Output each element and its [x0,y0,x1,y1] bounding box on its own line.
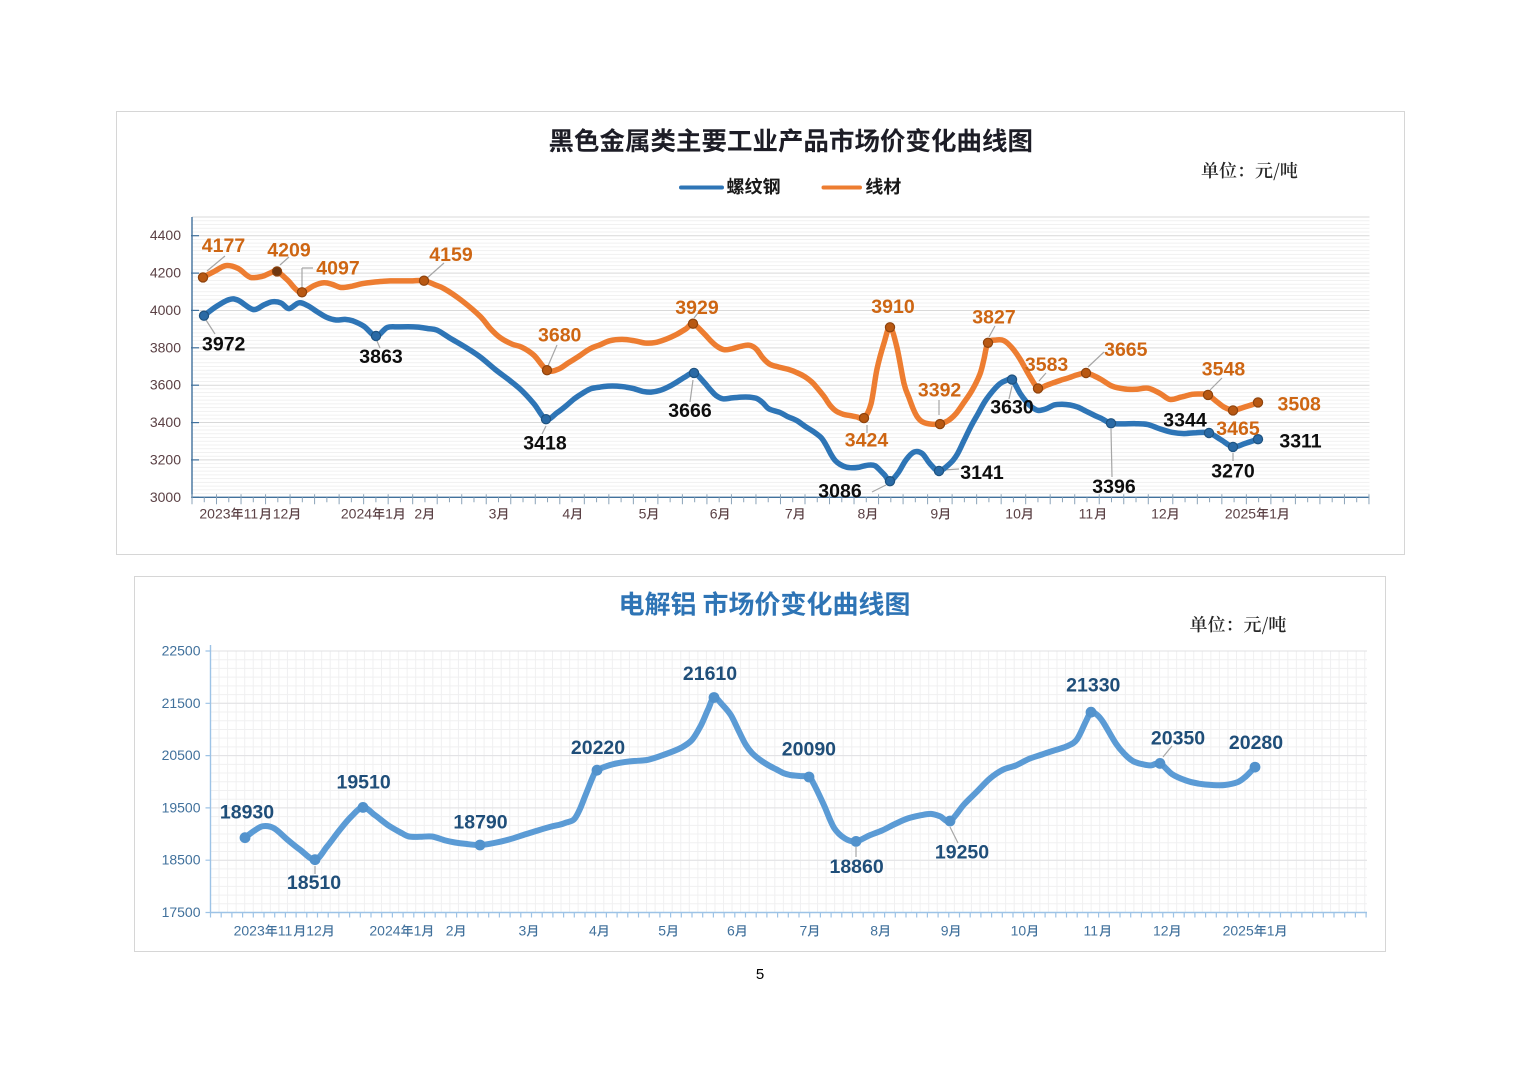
svg-text:3418: 3418 [523,433,567,455]
svg-text:18930: 18930 [220,802,274,824]
svg-text:18500: 18500 [162,852,201,868]
svg-text:3141: 3141 [960,462,1004,484]
svg-text:3465: 3465 [1216,418,1260,440]
svg-text:4: 4 [562,506,570,522]
svg-text:8: 8 [870,923,878,939]
svg-text:3086: 3086 [818,481,862,503]
svg-text:22500: 22500 [162,643,201,659]
svg-text:11: 11 [278,923,293,939]
svg-text:3508: 3508 [1278,394,1322,416]
svg-text:12: 12 [1153,923,1169,939]
svg-text:2023: 2023 [199,506,230,522]
svg-text:4400: 4400 [150,227,181,243]
svg-text:3270: 3270 [1211,461,1255,483]
svg-text:7: 7 [785,506,793,522]
svg-text:4097: 4097 [316,258,359,280]
svg-text:19500: 19500 [162,799,201,815]
svg-text:3665: 3665 [1104,339,1148,361]
svg-text:3929: 3929 [675,297,719,319]
svg-text:4000: 4000 [150,302,181,318]
svg-text:8: 8 [858,506,866,522]
svg-text:3400: 3400 [150,414,181,430]
svg-text:19510: 19510 [336,772,390,794]
svg-text:18860: 18860 [829,856,883,878]
svg-text:1: 1 [1269,506,1277,522]
svg-text:20500: 20500 [162,747,201,763]
svg-text:3583: 3583 [1025,354,1069,376]
svg-text:1: 1 [414,923,422,939]
svg-text:3630: 3630 [990,397,1034,419]
svg-text:20280: 20280 [1229,732,1283,754]
svg-text:21500: 21500 [162,695,201,711]
svg-text:10: 10 [1005,506,1021,522]
svg-text:2024: 2024 [341,506,372,522]
svg-text:2023: 2023 [234,923,265,939]
svg-text:21610: 21610 [683,663,737,685]
svg-text:3: 3 [519,923,527,939]
svg-text:12: 12 [1151,506,1167,522]
svg-text:5: 5 [658,923,666,939]
svg-text:2025: 2025 [1225,506,1256,522]
svg-text:21330: 21330 [1066,675,1120,697]
svg-text:18510: 18510 [287,872,341,894]
svg-text:5: 5 [639,506,647,522]
svg-text:3396: 3396 [1092,476,1136,498]
svg-text:10: 10 [1011,923,1027,939]
svg-text:3800: 3800 [150,339,181,355]
svg-text:3000: 3000 [150,489,181,505]
svg-text:12: 12 [306,923,322,939]
svg-text:3200: 3200 [150,451,181,467]
svg-text:17500: 17500 [162,904,201,920]
svg-text:20350: 20350 [1151,727,1205,749]
svg-text:4209: 4209 [267,240,311,262]
svg-text:3: 3 [489,506,497,522]
svg-text:7: 7 [800,923,808,939]
svg-text:11: 11 [244,506,259,522]
svg-text:2024: 2024 [369,923,400,939]
svg-text:3972: 3972 [202,334,246,356]
svg-text:2: 2 [414,506,422,522]
svg-text:20090: 20090 [782,739,836,761]
svg-text:9: 9 [941,923,949,939]
svg-text:3910: 3910 [871,296,915,318]
svg-text:11: 11 [1079,506,1094,522]
svg-text:4177: 4177 [202,235,245,257]
svg-text:3666: 3666 [668,400,712,422]
svg-text:4: 4 [589,923,597,939]
svg-text:6: 6 [710,506,718,522]
svg-text:20220: 20220 [571,737,625,759]
svg-text:19250: 19250 [935,842,989,864]
svg-text:3600: 3600 [150,377,181,393]
svg-text:3863: 3863 [359,346,403,368]
svg-text:2025: 2025 [1223,923,1254,939]
svg-text:1: 1 [1267,923,1275,939]
svg-text:9: 9 [930,506,938,522]
svg-text:4159: 4159 [429,244,473,266]
svg-text:2: 2 [446,923,454,939]
svg-text:1: 1 [385,506,393,522]
svg-text:18790: 18790 [453,812,507,834]
svg-text:3311: 3311 [1279,431,1321,453]
svg-text:4200: 4200 [150,265,181,281]
svg-text:3344: 3344 [1163,410,1207,432]
svg-text:3548: 3548 [1202,359,1246,381]
svg-text:3680: 3680 [538,325,582,347]
svg-text:3392: 3392 [918,380,962,402]
svg-text:3827: 3827 [972,307,1015,329]
svg-text:12: 12 [273,506,289,522]
svg-text:11: 11 [1084,923,1099,939]
svg-text:6: 6 [727,923,735,939]
svg-text:3424: 3424 [845,430,889,452]
